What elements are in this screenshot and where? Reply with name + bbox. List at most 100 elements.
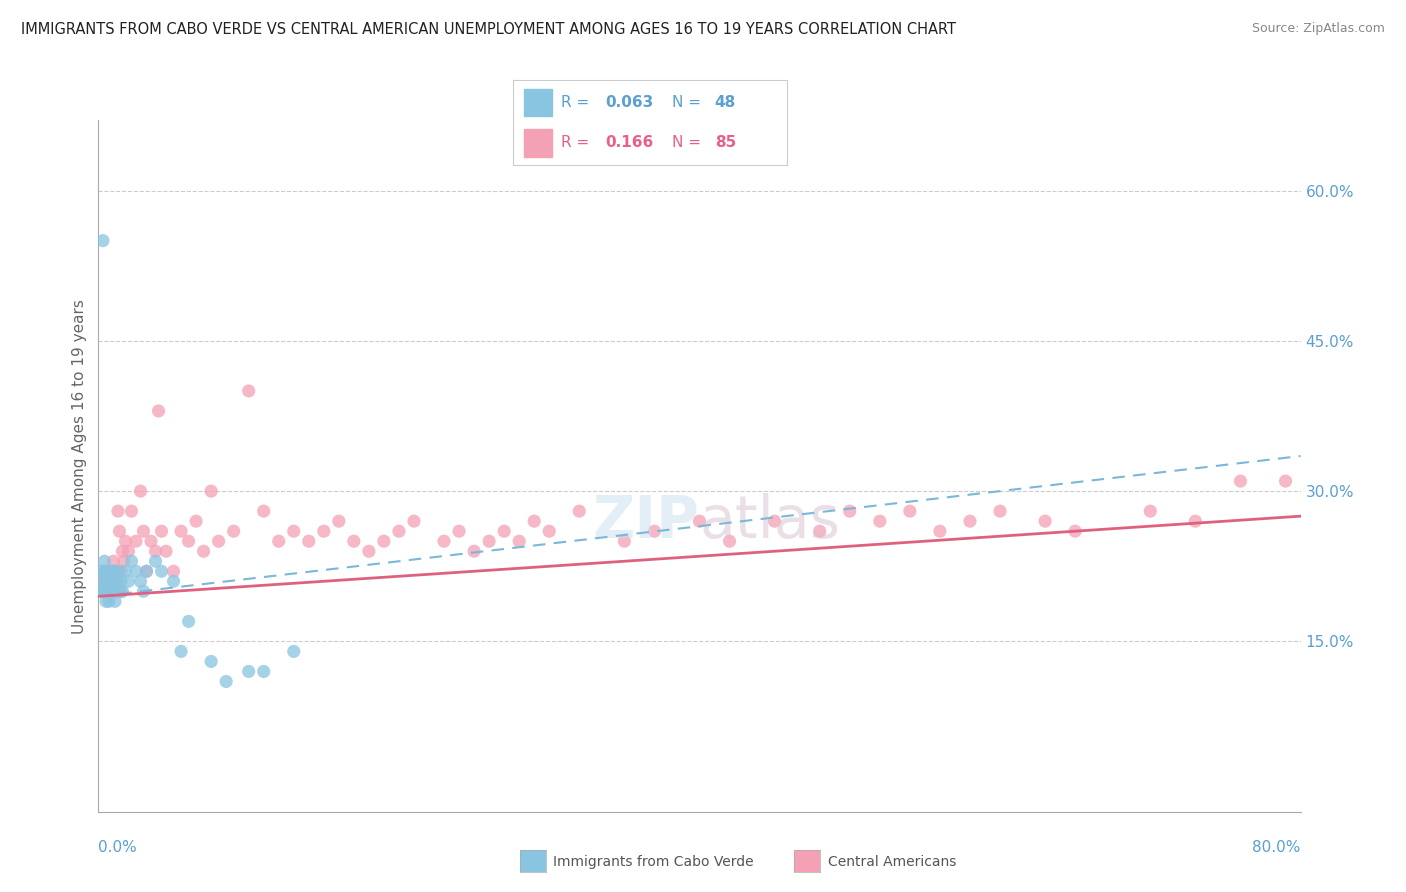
Point xyxy=(447,524,470,539)
Point xyxy=(145,544,167,558)
Point xyxy=(283,524,305,539)
Text: 85: 85 xyxy=(714,136,735,151)
Point xyxy=(155,544,177,558)
Point xyxy=(1274,474,1296,488)
Point xyxy=(91,584,114,599)
Point xyxy=(129,484,152,499)
Point xyxy=(125,564,148,578)
Y-axis label: Unemployment Among Ages 16 to 19 years: Unemployment Among Ages 16 to 19 years xyxy=(72,299,87,633)
Point xyxy=(238,665,260,679)
Point xyxy=(111,544,134,558)
Text: Central Americans: Central Americans xyxy=(828,855,956,869)
Point xyxy=(1139,504,1161,518)
Point xyxy=(170,644,193,658)
Point xyxy=(97,594,120,608)
Point xyxy=(312,524,335,539)
Point xyxy=(808,524,831,539)
Point xyxy=(96,574,118,589)
Point xyxy=(96,564,118,578)
Point xyxy=(105,574,128,589)
Point xyxy=(170,524,193,539)
Point xyxy=(97,584,120,599)
Point xyxy=(162,564,184,578)
Point xyxy=(117,574,139,589)
Point xyxy=(523,514,546,528)
Point xyxy=(238,384,260,398)
Point xyxy=(107,504,129,518)
Point xyxy=(898,504,921,518)
Point xyxy=(1064,524,1087,539)
Point xyxy=(200,484,222,499)
Point xyxy=(93,564,115,578)
Point xyxy=(129,574,152,589)
Point xyxy=(1184,514,1206,528)
Point xyxy=(103,554,125,568)
Point xyxy=(929,524,952,539)
Text: R =: R = xyxy=(561,95,595,110)
Point xyxy=(568,504,591,518)
Text: 0.0%: 0.0% xyxy=(98,840,138,855)
Point xyxy=(97,564,120,578)
Text: N =: N = xyxy=(672,136,706,151)
Point xyxy=(96,584,118,599)
Point xyxy=(253,665,276,679)
Point xyxy=(104,594,127,608)
Point xyxy=(105,574,128,589)
Point xyxy=(148,404,170,418)
Point xyxy=(111,584,134,599)
Point xyxy=(101,574,124,589)
Point xyxy=(97,584,120,599)
Text: 0.063: 0.063 xyxy=(605,95,654,110)
Point xyxy=(139,534,162,549)
Point xyxy=(100,584,122,599)
Point xyxy=(613,534,636,549)
Point xyxy=(388,524,411,539)
Point xyxy=(162,574,184,589)
Point xyxy=(100,574,122,589)
Point xyxy=(328,514,350,528)
Point xyxy=(121,554,143,568)
Point xyxy=(402,514,425,528)
Point xyxy=(343,534,366,549)
Point xyxy=(94,584,117,599)
Point xyxy=(1033,514,1056,528)
Point xyxy=(103,574,125,589)
Point xyxy=(253,504,276,518)
Point xyxy=(96,564,118,578)
Point xyxy=(110,584,132,599)
Point xyxy=(110,574,132,589)
Bar xyxy=(524,129,551,157)
Text: 80.0%: 80.0% xyxy=(1253,840,1301,855)
Point xyxy=(103,564,125,578)
Point xyxy=(96,574,118,589)
Point xyxy=(108,524,131,539)
Point xyxy=(97,564,120,578)
Point xyxy=(177,534,200,549)
Point xyxy=(184,514,207,528)
Point xyxy=(869,514,891,528)
Point xyxy=(208,534,231,549)
Text: 0.166: 0.166 xyxy=(605,136,654,151)
Text: IMMIGRANTS FROM CABO VERDE VS CENTRAL AMERICAN UNEMPLOYMENT AMONG AGES 16 TO 19 : IMMIGRANTS FROM CABO VERDE VS CENTRAL AM… xyxy=(21,22,956,37)
Point xyxy=(150,524,173,539)
Point xyxy=(94,574,117,589)
Text: Source: ZipAtlas.com: Source: ZipAtlas.com xyxy=(1251,22,1385,36)
Point xyxy=(763,514,786,528)
Point xyxy=(494,524,516,539)
Point xyxy=(91,584,114,599)
Point xyxy=(93,584,115,599)
Point xyxy=(101,564,124,578)
Point xyxy=(93,574,115,589)
Point xyxy=(104,574,127,589)
Point xyxy=(177,615,200,629)
Point xyxy=(538,524,561,539)
Point xyxy=(112,554,135,568)
Point xyxy=(114,564,136,578)
Point xyxy=(107,564,129,578)
Point xyxy=(90,584,112,599)
Point xyxy=(103,584,125,599)
Point xyxy=(988,504,1011,518)
Point xyxy=(373,534,395,549)
Point xyxy=(1229,474,1251,488)
Point xyxy=(838,504,860,518)
